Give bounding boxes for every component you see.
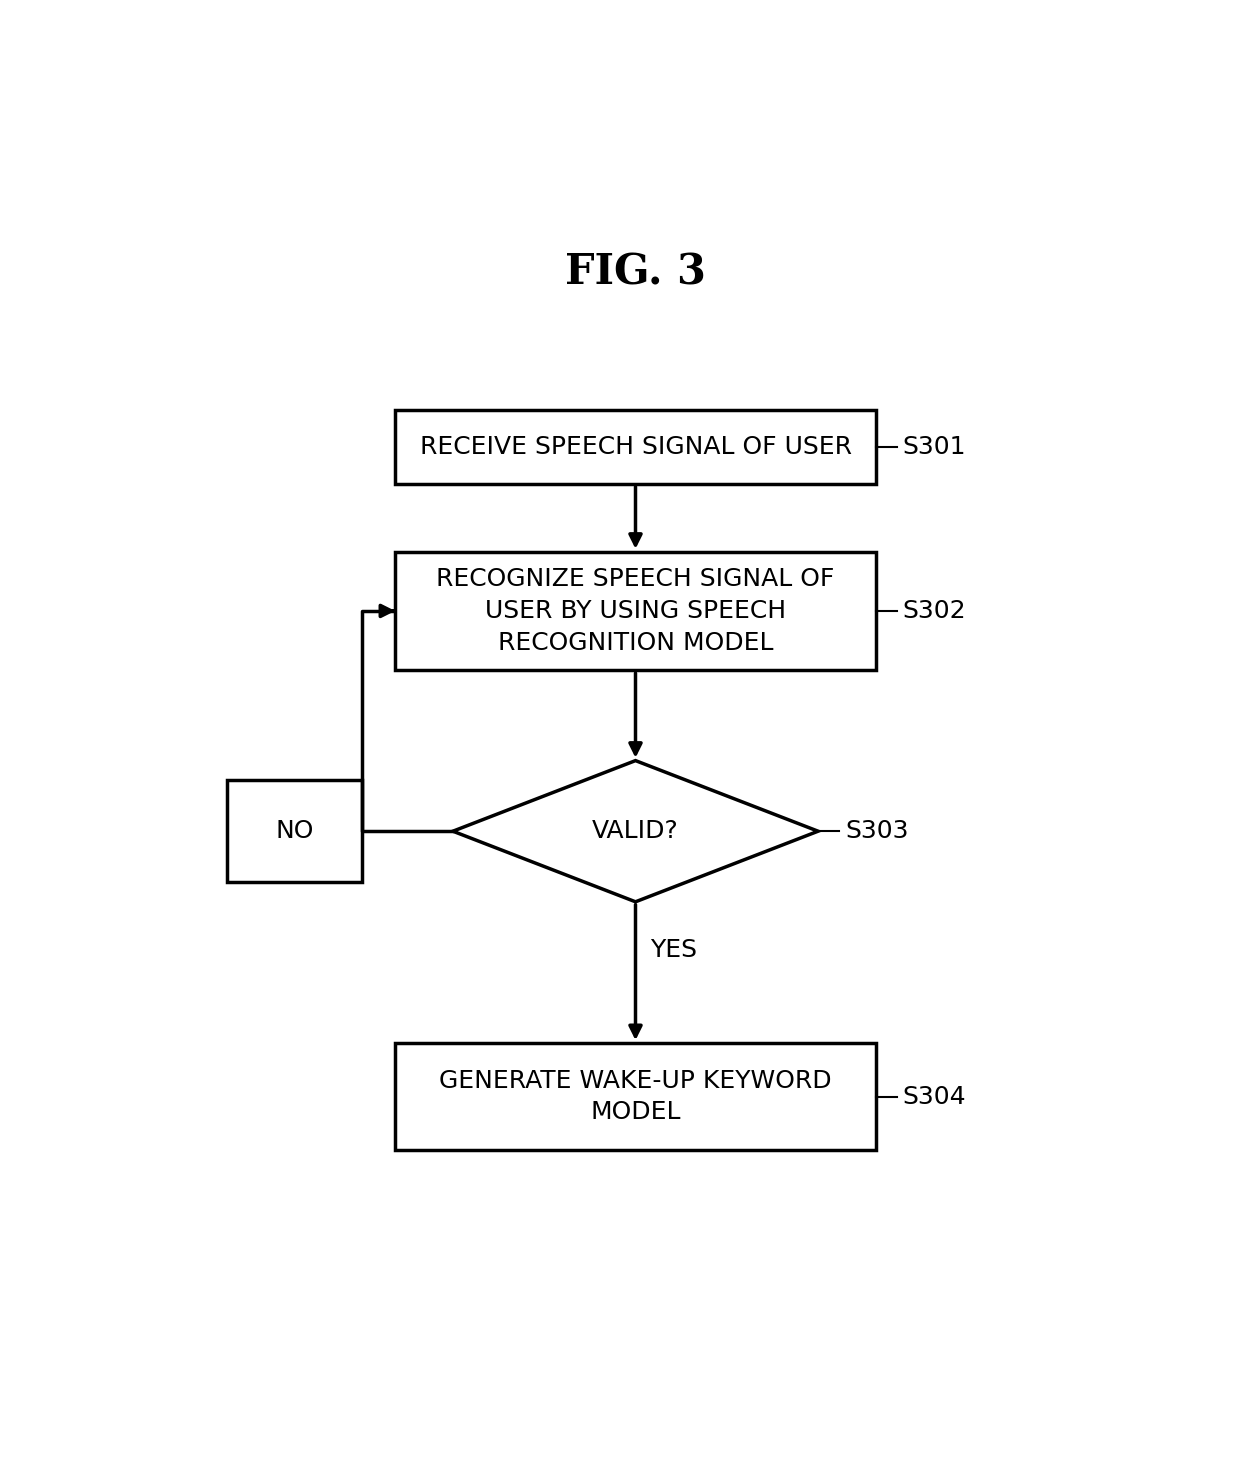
Polygon shape	[453, 760, 818, 902]
Text: S303: S303	[844, 819, 909, 844]
FancyBboxPatch shape	[396, 411, 875, 484]
Text: S304: S304	[903, 1084, 966, 1109]
Text: S301: S301	[903, 436, 966, 459]
Text: GENERATE WAKE-UP KEYWORD
MODEL: GENERATE WAKE-UP KEYWORD MODEL	[439, 1069, 832, 1125]
Text: FIG. 3: FIG. 3	[565, 251, 706, 293]
Text: RECEIVE SPEECH SIGNAL OF USER: RECEIVE SPEECH SIGNAL OF USER	[419, 436, 852, 459]
Text: RECOGNIZE SPEECH SIGNAL OF
USER BY USING SPEECH
RECOGNITION MODEL: RECOGNIZE SPEECH SIGNAL OF USER BY USING…	[436, 568, 835, 654]
FancyBboxPatch shape	[227, 780, 362, 882]
Text: S302: S302	[903, 599, 966, 623]
Text: YES: YES	[650, 937, 697, 962]
Text: VALID?: VALID?	[593, 819, 678, 844]
Text: NO: NO	[275, 819, 314, 844]
FancyBboxPatch shape	[396, 1043, 875, 1150]
FancyBboxPatch shape	[396, 552, 875, 670]
